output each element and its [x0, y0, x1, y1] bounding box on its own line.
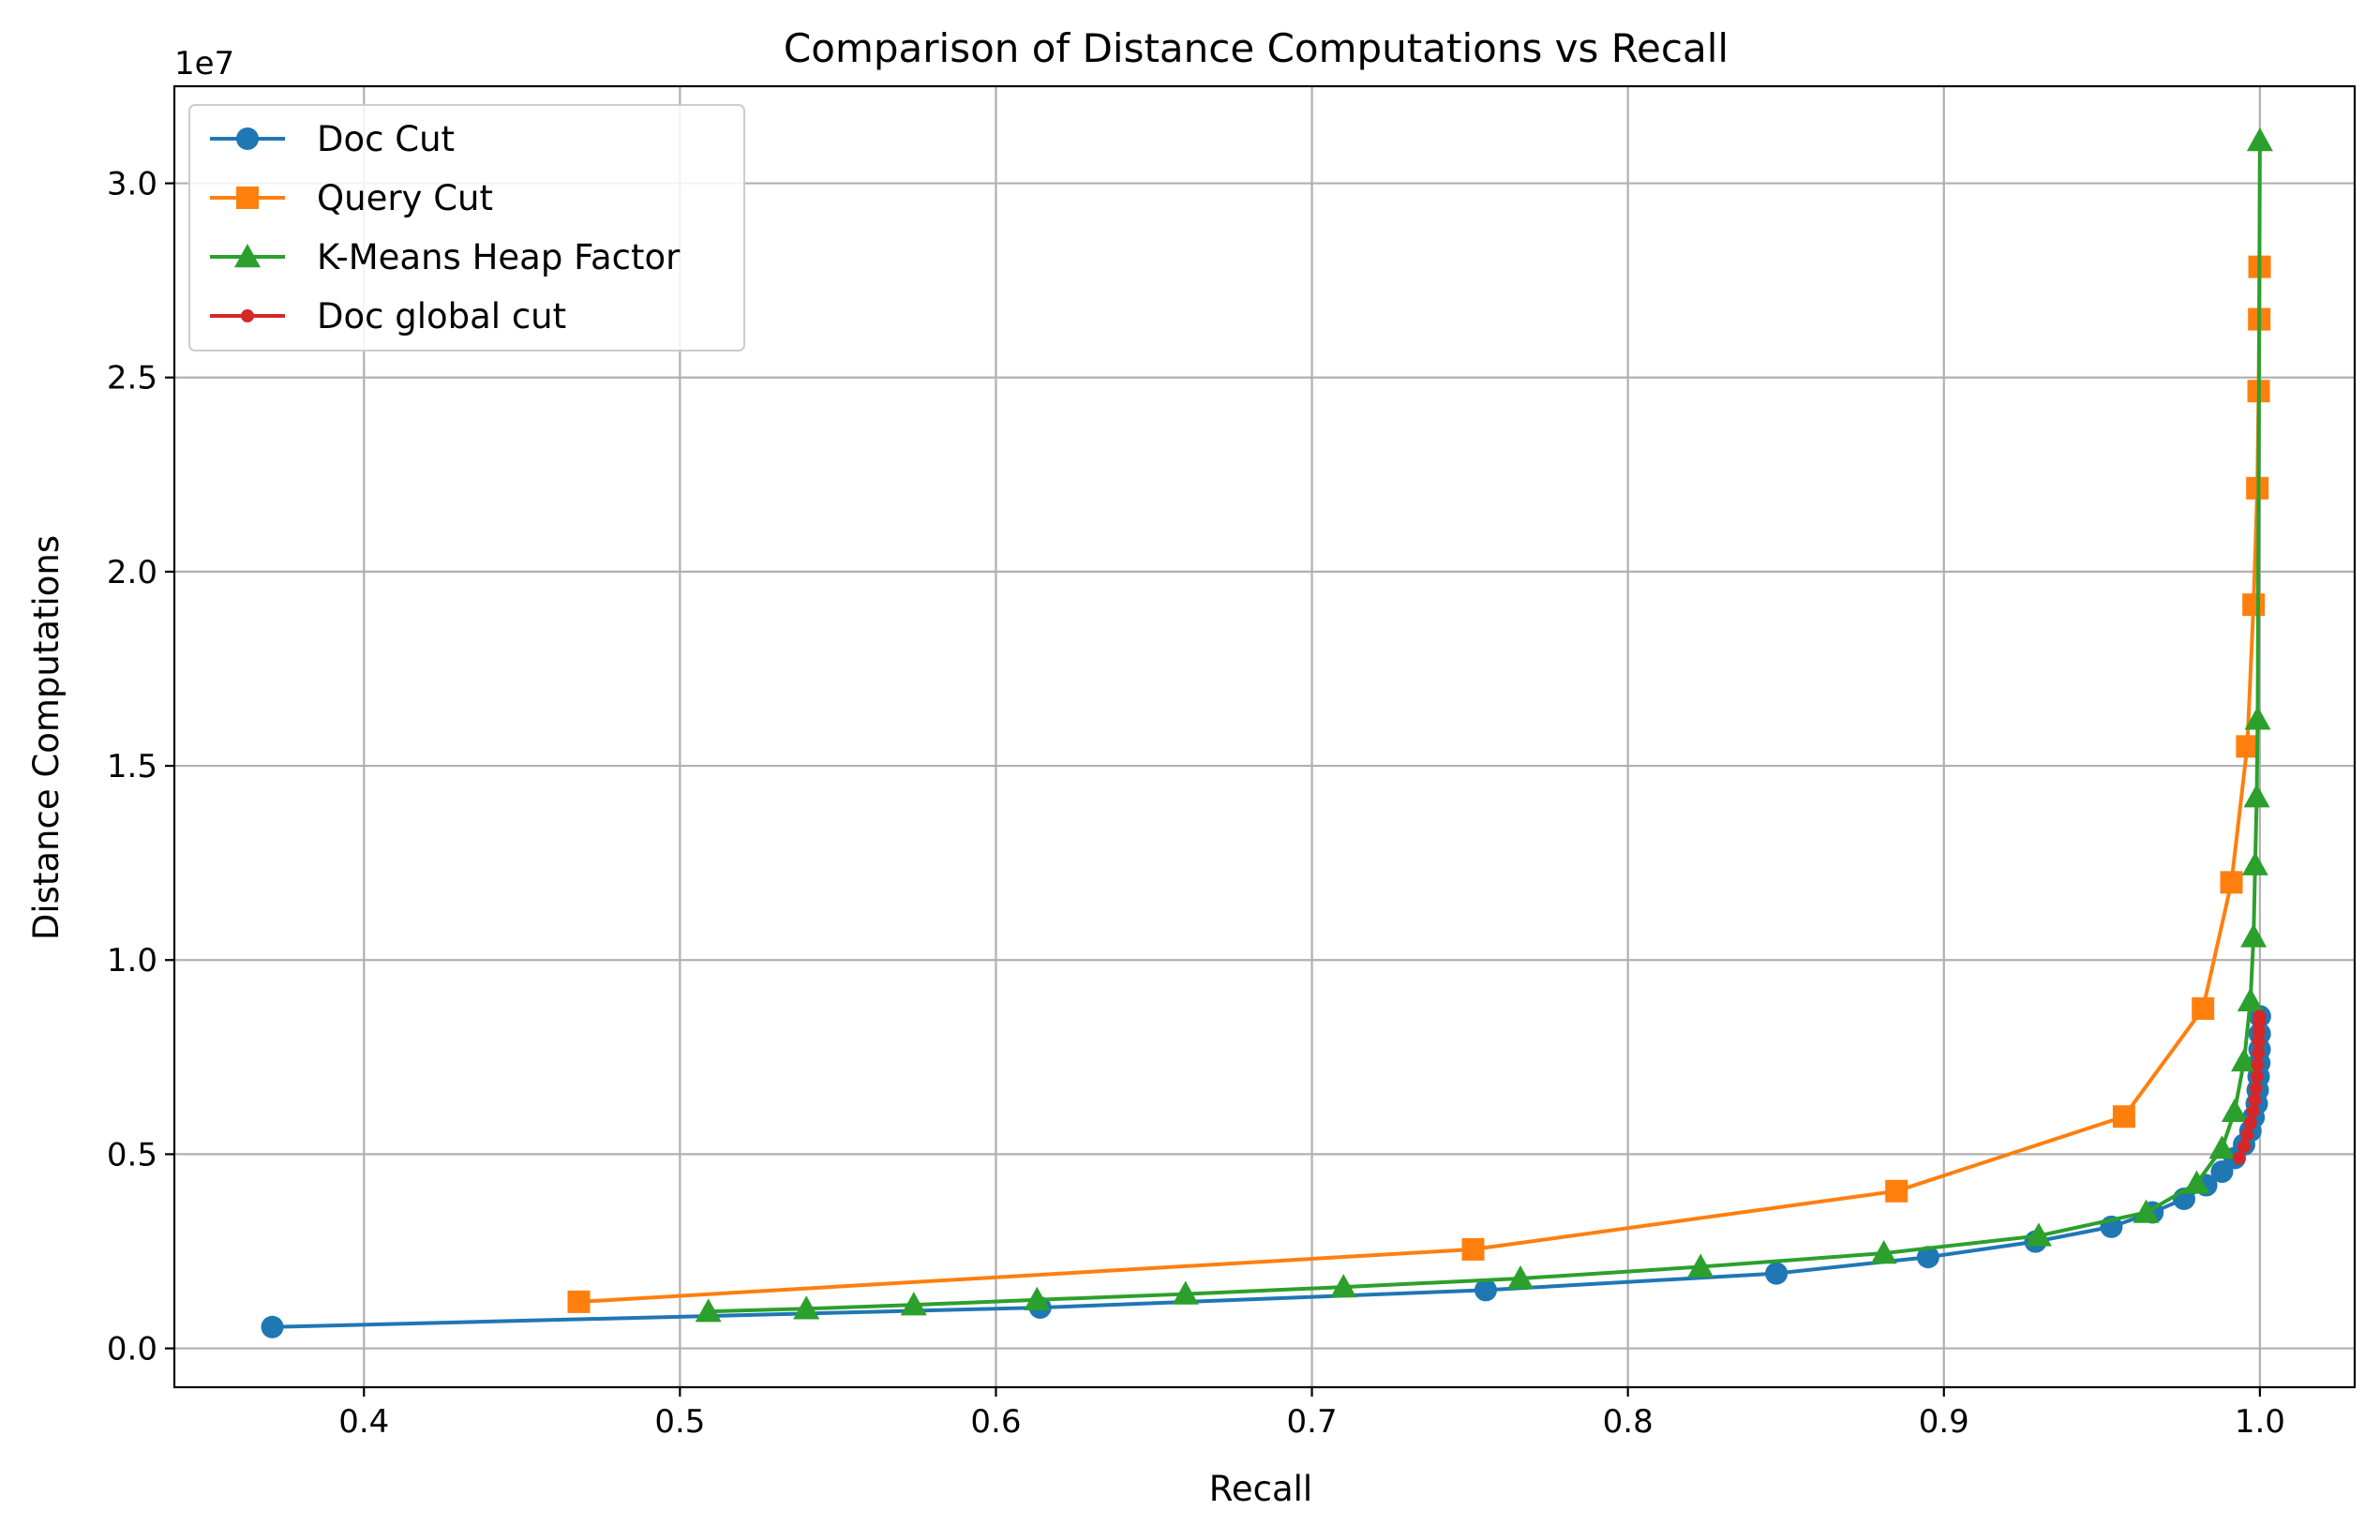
data-point	[1461, 1237, 1485, 1261]
data-point	[2240, 1128, 2254, 1142]
data-point	[1507, 1264, 1534, 1290]
x-tick-label: 0.6	[970, 1403, 1021, 1441]
data-point	[900, 1292, 927, 1316]
data-point	[1885, 1179, 1908, 1203]
x-tick-label: 0.9	[1919, 1403, 1969, 1441]
series-group	[261, 127, 2273, 1338]
data-point	[2221, 1098, 2248, 1123]
legend-item: Query Cut	[210, 178, 493, 218]
legend-label: K-Means Heap Factor	[317, 237, 681, 277]
data-point	[1765, 1262, 1789, 1285]
grid	[174, 86, 2355, 1387]
legend-box	[188, 104, 745, 351]
data-point	[2231, 1047, 2258, 1072]
legend-marker	[241, 309, 254, 322]
data-point	[2025, 1222, 2052, 1247]
data-point	[2237, 987, 2264, 1011]
plot-area-frame	[172, 84, 2357, 1389]
data-point	[2236, 735, 2259, 758]
legend-marker	[236, 127, 259, 150]
y-tick-label: 1.0	[107, 942, 157, 979]
data-point	[2232, 1151, 2246, 1165]
data-point	[2208, 1135, 2236, 1159]
data-point	[2249, 1081, 2263, 1095]
data-point	[2183, 1170, 2210, 1194]
data-point	[2241, 851, 2268, 875]
y-tick-label: 2.5	[107, 360, 157, 397]
data-point	[2240, 923, 2268, 948]
data-point	[1024, 1286, 1051, 1310]
data-point	[1172, 1280, 1199, 1305]
legend-marker	[236, 187, 259, 209]
data-point	[567, 1290, 591, 1313]
y-tick-label: 0.5	[107, 1136, 157, 1174]
data-point	[2248, 1093, 2262, 1107]
x-tick-label: 1.0	[2235, 1403, 2285, 1441]
legend-marker	[234, 244, 261, 268]
y-tick-label: 1.5	[107, 748, 157, 785]
data-point	[2133, 1199, 2160, 1223]
y-tick-label: 2.0	[107, 554, 157, 591]
series-k-means-heap-factor	[695, 127, 2273, 1323]
data-point	[2252, 1035, 2266, 1049]
data-point	[2244, 706, 2271, 730]
legend-item: Doc global cut	[210, 296, 566, 336]
data-point	[2220, 871, 2243, 894]
x-tick-label: 0.5	[654, 1403, 705, 1441]
legend-item: K-Means Heap Factor	[210, 237, 681, 277]
data-point	[2246, 127, 2273, 152]
chart-title: Comparison of Distance Computations vs R…	[784, 25, 1729, 71]
legend-label: Doc global cut	[317, 296, 566, 336]
legend-label: Doc Cut	[317, 119, 455, 159]
data-point	[261, 1315, 284, 1338]
y-offset-label: 1e7	[174, 45, 234, 82]
data-point	[2192, 997, 2215, 1021]
legend-item: Doc Cut	[210, 119, 455, 159]
x-tick-label: 0.4	[338, 1403, 389, 1441]
data-point	[2253, 1009, 2267, 1024]
data-point	[2251, 1058, 2265, 1072]
x-tick-label: 0.8	[1603, 1403, 1654, 1441]
data-point	[695, 1298, 722, 1323]
ticks: 0.4 0.5 0.6 0.7 0.8 0.9 1.0 0.0 0.5 1.0 1.5 2.0 2.5 3…	[107, 166, 2285, 1441]
data-point	[2242, 593, 2266, 617]
data-point	[2246, 1104, 2260, 1118]
data-point	[2252, 1024, 2266, 1039]
data-point	[2243, 784, 2270, 808]
data-point	[1870, 1240, 1897, 1264]
series-doc-global-cut	[2232, 1009, 2267, 1165]
x-tick-label: 0.7	[1287, 1403, 1338, 1441]
data-point	[2238, 1140, 2252, 1154]
data-point	[2243, 1116, 2257, 1130]
data-point	[793, 1295, 820, 1320]
legend: Doc Cut Query Cut K-Means Heap Factor Doc g…	[188, 104, 745, 351]
data-point	[1916, 1246, 1939, 1269]
y-tick-label: 0.0	[107, 1331, 157, 1368]
data-point	[1330, 1274, 1357, 1298]
y-tick-label: 3.0	[107, 166, 157, 203]
data-point	[2252, 1046, 2266, 1060]
legend-label: Query Cut	[317, 178, 493, 218]
data-point	[2112, 1105, 2135, 1129]
data-point	[2250, 1069, 2264, 1084]
x-axis-label: Recall	[1209, 1469, 1312, 1509]
y-axis-label: Distance Computations	[26, 535, 67, 940]
data-point	[1474, 1278, 1497, 1302]
data-point	[1687, 1253, 1714, 1278]
